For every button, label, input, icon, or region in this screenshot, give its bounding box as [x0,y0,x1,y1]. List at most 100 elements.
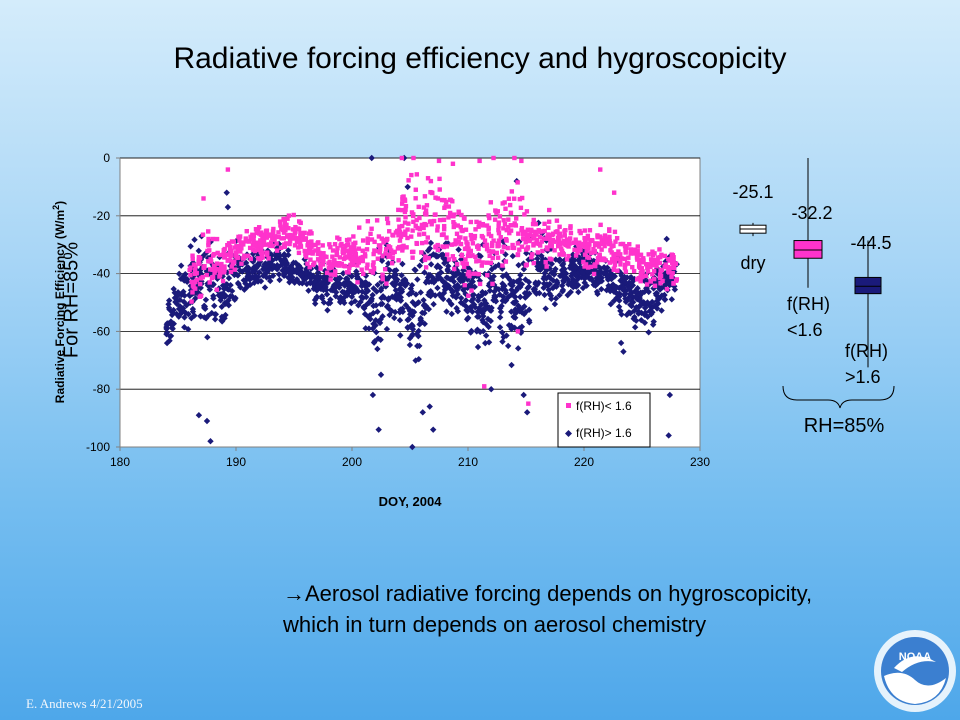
data-point [221,293,228,301]
data-point [376,243,382,248]
data-point [658,254,663,260]
data-point [517,271,524,279]
data-point [205,248,210,254]
data-point [219,261,224,267]
data-point [623,274,631,281]
data-point [323,291,331,298]
data-point [244,239,249,244]
data-point [556,257,563,265]
data-point [212,311,220,318]
data-point [506,224,511,230]
data-point [454,281,461,289]
data-point [303,274,310,282]
data-point [507,230,512,236]
data-point [390,251,396,256]
data-point [211,302,218,310]
data-point [266,256,271,261]
data-point [332,272,338,278]
data-point [638,316,645,324]
data-point [402,197,408,202]
data-point [267,233,273,238]
data-point [206,259,211,264]
data-point [534,232,539,237]
data-point [190,256,195,262]
data-point [618,262,623,267]
data-point [645,269,651,274]
x-tick-label: 190 [226,455,246,469]
y-tick-label: -60 [93,324,111,338]
data-point [472,235,477,241]
data-point [638,270,644,276]
data-point [497,214,503,219]
data-point [208,309,215,317]
data-point [490,240,495,246]
data-point [466,250,471,255]
data-point [476,271,481,277]
data-point [249,274,256,281]
data-point [453,238,458,243]
data-point [597,234,603,239]
data-point [414,342,421,350]
data-point [515,261,522,269]
data-point [571,240,577,246]
data-point [436,158,442,164]
data-point [386,273,393,281]
data-point [666,391,674,399]
conclusion-note: →Aerosol radiative forcing depends on hy… [283,578,812,640]
data-point [454,231,460,237]
data-point [441,223,447,229]
data-point [668,296,675,303]
data-point [386,244,391,249]
data-point [671,281,676,286]
data-point [569,270,576,277]
data-point [428,290,435,297]
data-point [193,286,198,291]
data-point [255,247,261,253]
data-point [409,299,416,306]
data-point [446,204,452,209]
data-point [330,248,336,253]
data-point [496,314,504,321]
data-point [560,277,567,284]
data-point [398,272,405,279]
data-point [430,274,437,282]
data-point [291,212,296,218]
data-point [384,302,391,310]
data-point [384,281,389,286]
data-point [423,254,428,259]
data-point [532,280,539,288]
legend-marker-navy [565,430,572,437]
data-point [538,259,545,266]
data-point [597,257,603,263]
data-point [628,280,635,287]
data-point [550,232,555,238]
data-point [486,287,494,294]
data-point [596,274,604,281]
data-point [473,254,478,259]
data-point [425,176,431,181]
data-point [318,262,323,268]
data-point [587,228,593,233]
data-point [347,251,352,257]
data-point [589,266,596,274]
data-point [217,269,223,274]
data-point [303,254,309,260]
data-point [220,278,226,284]
data-point [550,237,556,243]
data-point [291,236,296,241]
data-point [443,204,448,209]
data-point [521,294,529,301]
data-point [468,219,474,225]
data-point [374,335,382,342]
data-point [558,282,566,289]
data-point [308,246,313,252]
data-point [613,239,618,244]
data-point [217,297,224,304]
data-point [666,269,671,274]
data-point [607,301,614,308]
data-point [534,255,541,262]
data-point [440,295,447,303]
data-point [525,256,532,263]
data-point [200,302,208,310]
